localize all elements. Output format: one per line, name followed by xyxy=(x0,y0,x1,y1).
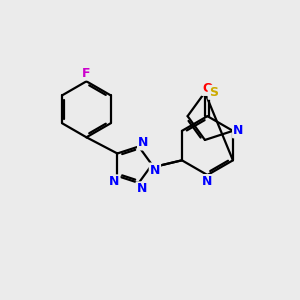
Text: O: O xyxy=(202,82,213,95)
Text: N: N xyxy=(150,164,160,176)
Text: S: S xyxy=(209,86,218,99)
Text: N: N xyxy=(202,175,213,188)
Text: N: N xyxy=(109,176,120,188)
Text: N: N xyxy=(233,124,243,137)
Text: N: N xyxy=(138,136,148,149)
Text: F: F xyxy=(82,67,91,80)
Text: N: N xyxy=(136,182,147,195)
